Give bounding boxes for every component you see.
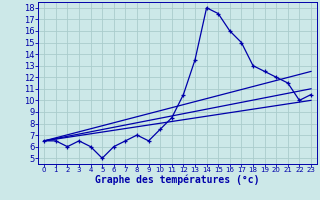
X-axis label: Graphe des températures (°c): Graphe des températures (°c) bbox=[95, 175, 260, 185]
